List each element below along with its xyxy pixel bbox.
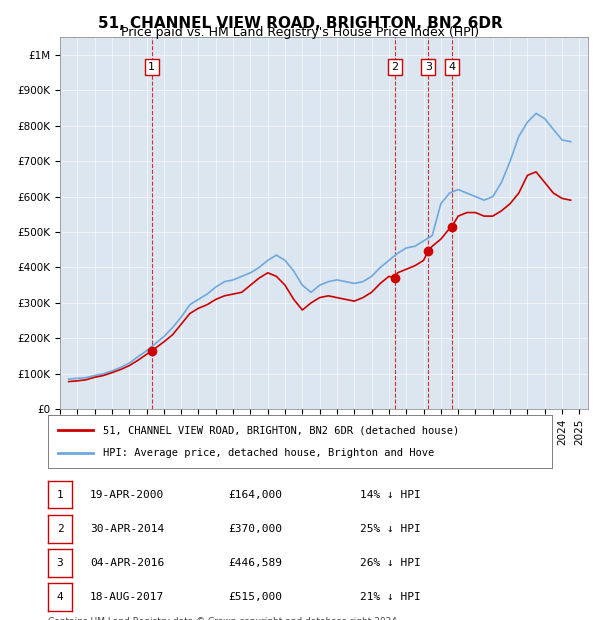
Text: 51, CHANNEL VIEW ROAD, BRIGHTON, BN2 6DR (detached house): 51, CHANNEL VIEW ROAD, BRIGHTON, BN2 6DR… (103, 425, 460, 435)
Text: 14% ↓ HPI: 14% ↓ HPI (360, 490, 421, 500)
Text: HPI: Average price, detached house, Brighton and Hove: HPI: Average price, detached house, Brig… (103, 448, 434, 458)
Text: 25% ↓ HPI: 25% ↓ HPI (360, 524, 421, 534)
Text: Contains HM Land Registry data © Crown copyright and database right 2024.
This d: Contains HM Land Registry data © Crown c… (48, 617, 400, 620)
Text: 26% ↓ HPI: 26% ↓ HPI (360, 558, 421, 568)
Text: £164,000: £164,000 (228, 490, 282, 500)
Text: 51, CHANNEL VIEW ROAD, BRIGHTON, BN2 6DR: 51, CHANNEL VIEW ROAD, BRIGHTON, BN2 6DR (98, 16, 502, 30)
Text: 4: 4 (56, 592, 64, 602)
Text: 1: 1 (148, 62, 155, 72)
Text: £515,000: £515,000 (228, 592, 282, 602)
Text: 2: 2 (391, 62, 398, 72)
Text: 18-AUG-2017: 18-AUG-2017 (90, 592, 164, 602)
Text: 30-APR-2014: 30-APR-2014 (90, 524, 164, 534)
Text: 1: 1 (56, 490, 64, 500)
Text: 4: 4 (448, 62, 455, 72)
Text: Price paid vs. HM Land Registry's House Price Index (HPI): Price paid vs. HM Land Registry's House … (121, 26, 479, 39)
Text: 21% ↓ HPI: 21% ↓ HPI (360, 592, 421, 602)
Text: 3: 3 (56, 558, 64, 568)
Text: 04-APR-2016: 04-APR-2016 (90, 558, 164, 568)
Text: 19-APR-2000: 19-APR-2000 (90, 490, 164, 500)
Text: 2: 2 (56, 524, 64, 534)
Text: £446,589: £446,589 (228, 558, 282, 568)
Text: £370,000: £370,000 (228, 524, 282, 534)
Text: 3: 3 (425, 62, 432, 72)
